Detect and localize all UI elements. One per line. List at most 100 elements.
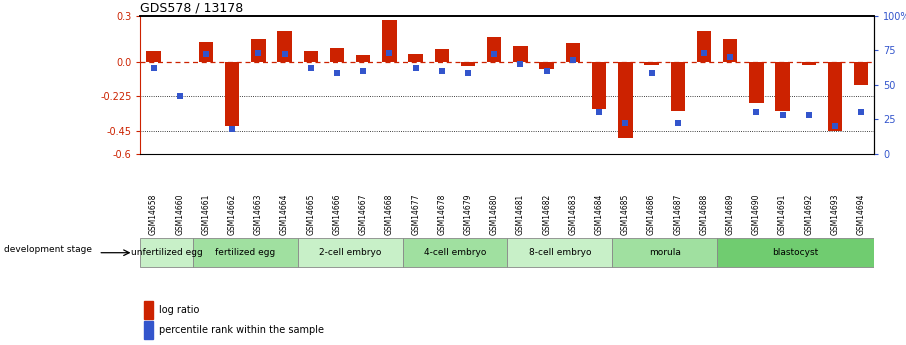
Bar [304, 51, 318, 61]
Text: percentile rank within the sample: percentile rank within the sample [159, 325, 323, 335]
Bar [776, 61, 790, 111]
Point [409, 65, 423, 71]
Text: GSM14687: GSM14687 [673, 193, 682, 235]
Text: 8-cell embryo: 8-cell embryo [528, 248, 591, 257]
Point [802, 112, 816, 118]
Bar [565, 43, 580, 61]
Text: unfertilized egg: unfertilized egg [130, 248, 203, 257]
Point [198, 51, 213, 57]
Point [225, 126, 239, 131]
Bar [802, 61, 816, 65]
Bar [147, 51, 160, 61]
Point [618, 120, 632, 126]
Text: GSM14668: GSM14668 [385, 193, 394, 235]
Bar [828, 61, 843, 130]
Point [697, 50, 711, 56]
Text: GSM14689: GSM14689 [726, 193, 735, 235]
Bar [487, 37, 501, 61]
Text: fertilized egg: fertilized egg [215, 248, 275, 257]
Bar [298, 238, 402, 267]
Point [776, 112, 790, 118]
Bar [697, 31, 711, 61]
Point [330, 71, 344, 76]
Point [854, 109, 869, 115]
Text: GSM14691: GSM14691 [778, 193, 787, 235]
Point [435, 68, 449, 73]
Point [723, 54, 737, 60]
Bar [612, 238, 717, 267]
Text: GSM14683: GSM14683 [568, 193, 577, 235]
Text: development stage: development stage [5, 245, 92, 254]
Text: GSM14658: GSM14658 [149, 193, 158, 235]
Text: GSM14690: GSM14690 [752, 193, 761, 235]
Bar [251, 39, 265, 61]
Point [513, 61, 527, 67]
Bar [356, 56, 371, 61]
Text: morula: morula [649, 248, 680, 257]
Text: GSM14681: GSM14681 [516, 193, 525, 235]
Bar [409, 54, 423, 61]
Text: GSM14677: GSM14677 [411, 193, 420, 235]
Text: GSM14694: GSM14694 [857, 193, 866, 235]
Bar [514, 46, 527, 61]
Text: GSM14663: GSM14663 [254, 193, 263, 235]
Bar [670, 61, 685, 111]
Bar [461, 61, 476, 66]
Text: GSM14692: GSM14692 [805, 193, 814, 235]
Text: 4-cell embryo: 4-cell embryo [424, 248, 487, 257]
Bar [435, 49, 449, 61]
Point [644, 71, 659, 76]
Point [382, 50, 397, 56]
Text: GSM14684: GSM14684 [594, 193, 603, 235]
Point [304, 65, 318, 71]
Bar [618, 61, 632, 138]
Text: GSM14686: GSM14686 [647, 193, 656, 235]
Bar [193, 238, 298, 267]
Bar [330, 48, 344, 61]
Text: GSM14660: GSM14660 [175, 193, 184, 235]
Text: GSM14662: GSM14662 [227, 193, 236, 235]
Text: GDS578 / 13178: GDS578 / 13178 [140, 1, 244, 14]
Text: GSM14678: GSM14678 [438, 193, 447, 235]
Text: blastocyst: blastocyst [773, 248, 819, 257]
Point [828, 123, 843, 129]
Text: GSM14693: GSM14693 [831, 193, 840, 235]
Bar [140, 238, 193, 267]
Point [356, 68, 371, 73]
Bar [144, 322, 153, 339]
Bar [172, 61, 187, 62]
Text: GSM14664: GSM14664 [280, 193, 289, 235]
Text: 2-cell embryo: 2-cell embryo [319, 248, 381, 257]
Text: GSM14661: GSM14661 [201, 193, 210, 235]
Text: GSM14685: GSM14685 [621, 193, 630, 235]
Bar [644, 61, 659, 65]
Text: GSM14688: GSM14688 [699, 193, 708, 235]
Text: GSM14666: GSM14666 [333, 193, 342, 235]
Text: GSM14667: GSM14667 [359, 193, 368, 235]
Point [461, 71, 476, 76]
Point [565, 57, 580, 62]
Bar [144, 301, 153, 319]
Bar [539, 61, 554, 69]
Text: GSM14680: GSM14680 [490, 193, 499, 235]
Point [487, 51, 502, 57]
Point [749, 109, 764, 115]
Bar [723, 39, 737, 61]
Point [277, 51, 292, 57]
Bar [382, 20, 397, 61]
Bar [749, 61, 764, 103]
Bar [225, 61, 239, 126]
Bar [854, 61, 868, 85]
Text: GSM14679: GSM14679 [464, 193, 473, 235]
Text: GSM14682: GSM14682 [542, 193, 551, 235]
Bar [592, 61, 606, 109]
Point [539, 68, 554, 73]
Point [670, 120, 685, 126]
Point [592, 109, 606, 115]
Bar [198, 42, 213, 61]
Bar [402, 238, 507, 267]
Bar [717, 238, 874, 267]
Point [172, 93, 187, 98]
Bar [507, 238, 612, 267]
Bar [277, 31, 292, 61]
